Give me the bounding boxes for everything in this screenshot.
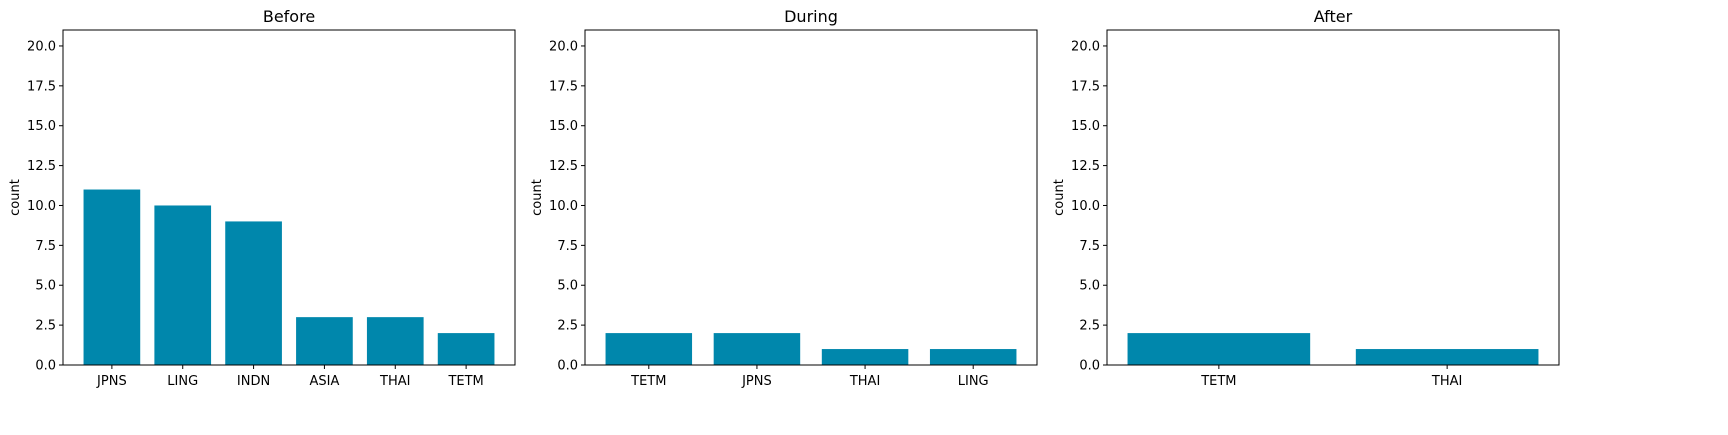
y-tick-label: 10.0 (549, 199, 578, 214)
bar-ling (154, 205, 212, 365)
y-tick-label: 5.0 (35, 279, 56, 294)
chart-panel-3: 0.0 2.5 5.0 7.5 10.0 12.5 15.0 17.5 20.0 TETM THAI… (1052, 7, 1560, 389)
y-tick-label: 15.0 (1071, 119, 1100, 134)
x-tick-label-jpns: JPNS (96, 374, 127, 389)
bar-indn (225, 221, 282, 365)
bar-ling (929, 349, 1017, 365)
y-tick-label: 7.5 (1079, 239, 1100, 254)
axes-frame (62, 29, 516, 366)
bar-thai (366, 317, 424, 365)
y-tick-label: 17.5 (27, 79, 56, 94)
bar-asia (296, 317, 353, 365)
y-tick-label: 15.0 (27, 119, 56, 134)
bar-tetm (605, 333, 693, 365)
x-tick-label-jpns: JPNS (741, 374, 772, 389)
chart-panel-2: 0.0 2.5 5.0 7.5 10.0 12.5 15.0 17.5 20.0 TETM JPNS… (530, 7, 1038, 389)
bar-jpns (83, 189, 141, 365)
x-tick-label-ling: LING (958, 374, 989, 389)
y-tick-label: 12.5 (549, 159, 578, 174)
x-tick-label-thai: THAI (379, 374, 410, 389)
y-tick-label: 0.0 (557, 359, 578, 374)
y-tick-label: 0.0 (35, 359, 56, 374)
bar-thai (1355, 349, 1539, 365)
bar-jpns (713, 333, 801, 365)
y-axis-label: count (530, 179, 545, 216)
chart-title: After (1314, 7, 1353, 26)
y-axis-label: count (8, 179, 23, 216)
y-tick-label: 20.0 (549, 39, 578, 54)
y-tick-label: 2.5 (1079, 319, 1100, 334)
y-tick-label: 2.5 (557, 319, 578, 334)
y-tick-label: 12.5 (1071, 159, 1100, 174)
y-tick-label: 10.0 (27, 199, 56, 214)
axes-frame (1106, 29, 1560, 366)
bar-tetm (1127, 333, 1311, 365)
y-tick-label: 7.5 (35, 239, 56, 254)
x-tick-label-ling: LING (167, 374, 198, 389)
y-axis-label: count (1052, 179, 1067, 216)
y-tick-label: 10.0 (1071, 199, 1100, 214)
chart-title: During (784, 7, 838, 26)
y-tick-label: 5.0 (1079, 279, 1100, 294)
x-tick-label-tetm: TETM (630, 374, 666, 389)
x-tick-label-tetm: TETM (447, 374, 483, 389)
x-tick-label-asia: ASIA (309, 374, 339, 389)
y-tick-label: 20.0 (27, 39, 56, 54)
y-tick-label: 17.5 (1071, 79, 1100, 94)
x-tick-label-thai: THAI (1431, 374, 1462, 389)
chart-panel-1: 0.0 2.5 5.0 7.5 10.0 12.5 15.0 17.5 20.0 JPNS LING… (8, 7, 516, 389)
bar-thai (821, 349, 909, 365)
x-tick-label-thai: THAI (849, 374, 880, 389)
y-tick-label: 20.0 (1071, 39, 1100, 54)
x-tick-label-tetm: TETM (1200, 374, 1236, 389)
y-tick-label: 17.5 (549, 79, 578, 94)
x-tick-label-indn: INDN (237, 374, 270, 389)
axes-frame (584, 29, 1038, 366)
y-tick-label: 7.5 (557, 239, 578, 254)
y-tick-label: 15.0 (549, 119, 578, 134)
y-tick-label: 5.0 (557, 279, 578, 294)
y-tick-label: 12.5 (27, 159, 56, 174)
y-tick-label: 2.5 (35, 319, 56, 334)
chart-title: Before (263, 7, 315, 26)
bar-tetm (437, 333, 495, 365)
y-tick-label: 0.0 (1079, 359, 1100, 374)
